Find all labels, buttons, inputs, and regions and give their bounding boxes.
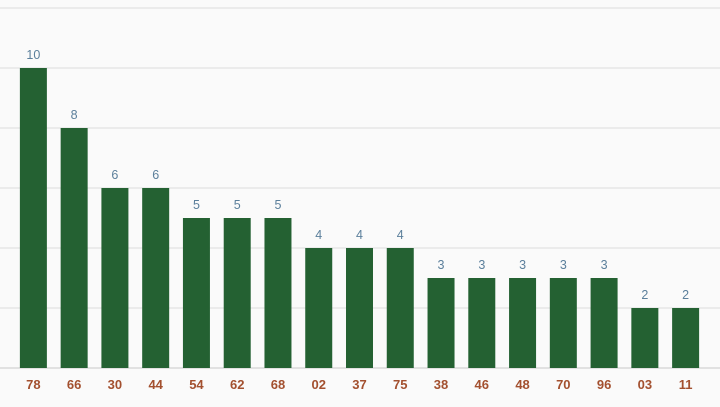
x-tick-label-96: 96 xyxy=(597,377,611,392)
bar-37 xyxy=(346,248,373,368)
bar-03 xyxy=(631,308,659,368)
bar-44 xyxy=(142,188,170,368)
x-tick-label-68: 68 xyxy=(271,377,285,392)
x-tick-label-66: 66 xyxy=(67,377,81,392)
bar-62 xyxy=(223,218,251,368)
bar-30 xyxy=(101,188,129,368)
x-tick-label-48: 48 xyxy=(515,377,529,392)
bar-48 xyxy=(509,278,537,368)
x-tick-label-11: 11 xyxy=(679,377,693,392)
x-tick-label-44: 44 xyxy=(148,377,163,392)
bar-78 xyxy=(19,68,47,368)
value-label-30: 6 xyxy=(111,168,118,182)
value-label-75: 4 xyxy=(397,228,404,242)
x-tick-label-54: 54 xyxy=(189,377,204,392)
value-label-38: 3 xyxy=(438,258,445,272)
value-label-11: 2 xyxy=(682,288,689,302)
bar-54 xyxy=(182,218,210,368)
x-tick-label-30: 30 xyxy=(108,377,122,392)
x-tick-label-38: 38 xyxy=(434,377,448,392)
x-tick-label-46: 46 xyxy=(475,377,489,392)
bar-02 xyxy=(305,248,333,368)
x-tick-label-02: 02 xyxy=(312,377,326,392)
bars xyxy=(19,68,700,368)
value-label-54: 5 xyxy=(193,198,200,212)
bar-46 xyxy=(468,278,496,368)
value-label-78: 10 xyxy=(26,48,40,62)
value-label-66: 8 xyxy=(71,108,78,122)
value-labels: 10 8 6 6 5 5 5 4 4 4 3 3 3 3 3 2 2 xyxy=(26,48,689,302)
x-tick-label-37: 37 xyxy=(352,377,366,392)
value-label-03: 2 xyxy=(641,288,648,302)
value-label-02: 4 xyxy=(315,228,322,242)
x-tick-label-78: 78 xyxy=(26,377,40,392)
bar-70 xyxy=(549,278,577,368)
value-label-96: 3 xyxy=(601,258,608,272)
value-label-48: 3 xyxy=(519,258,526,272)
value-label-37: 4 xyxy=(356,228,363,242)
bar-68 xyxy=(264,218,292,368)
x-tick-label-03: 03 xyxy=(638,377,652,392)
bar-38 xyxy=(427,278,455,368)
bar-75 xyxy=(386,248,414,368)
x-axis-tick-labels: 78 66 30 44 54 62 68 02 37 75 38 46 48 70 96 03 11 xyxy=(26,377,692,392)
value-label-46: 3 xyxy=(478,258,485,272)
bar-11 xyxy=(672,308,700,368)
value-label-68: 5 xyxy=(274,198,281,212)
value-label-44: 6 xyxy=(152,168,159,182)
value-label-70: 3 xyxy=(560,258,567,272)
x-tick-label-62: 62 xyxy=(230,377,244,392)
x-tick-label-70: 70 xyxy=(556,377,570,392)
value-label-62: 5 xyxy=(234,198,241,212)
x-tick-label-75: 75 xyxy=(393,377,407,392)
bar-66 xyxy=(60,128,88,368)
bar-96 xyxy=(590,278,618,368)
